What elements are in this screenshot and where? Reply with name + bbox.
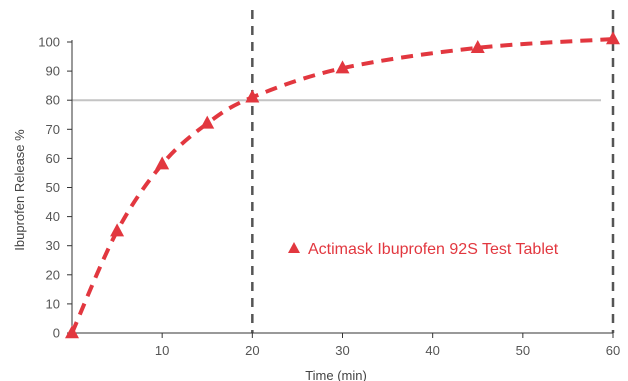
- data-point-marker: [245, 89, 260, 103]
- data-point-marker: [200, 115, 215, 129]
- data-point-marker: [606, 31, 620, 45]
- y-tick-label: 10: [46, 296, 60, 311]
- y-tick-label: 90: [46, 64, 60, 79]
- series-line: [70, 37, 614, 334]
- data-point-marker: [335, 60, 350, 74]
- series-layer: [65, 31, 620, 339]
- y-axis-label: Ibuprofen Release %: [12, 129, 27, 251]
- x-tick-label: 20: [245, 343, 259, 358]
- x-tick-label: 60: [606, 343, 620, 358]
- y-tick-label: 0: [53, 326, 60, 341]
- reference-lines: [72, 10, 615, 333]
- y-tick-label: 70: [46, 122, 60, 137]
- y-tick-label: 80: [46, 93, 60, 108]
- y-tick-label: 60: [46, 151, 60, 166]
- tick-labels: 0 10 20 30 40 50 60 70 80 90 100 10 20 30 40 50 60: [38, 35, 620, 359]
- x-tick-label: 10: [155, 343, 169, 358]
- y-tick-label: 20: [46, 267, 60, 282]
- y-tick-label: 100: [38, 35, 60, 50]
- x-tick-label: 50: [516, 343, 530, 358]
- legend-marker: [288, 242, 300, 253]
- data-point-marker: [155, 156, 170, 170]
- x-tick-label: 40: [425, 343, 439, 358]
- y-tick-label: 50: [46, 180, 60, 195]
- y-tick-label: 40: [46, 209, 60, 224]
- x-tick-label: 30: [335, 343, 349, 358]
- axes: [67, 40, 614, 338]
- y-tick-label: 30: [46, 238, 60, 253]
- legend: Actimask Ibuprofen 92S Test Tablet: [288, 241, 559, 258]
- data-point-marker: [470, 40, 485, 54]
- data-point-marker: [65, 325, 79, 339]
- data-point-marker: [110, 223, 125, 237]
- x-axis-label: Time (min): [305, 368, 367, 381]
- legend-label: Actimask Ibuprofen 92S Test Tablet: [308, 241, 559, 258]
